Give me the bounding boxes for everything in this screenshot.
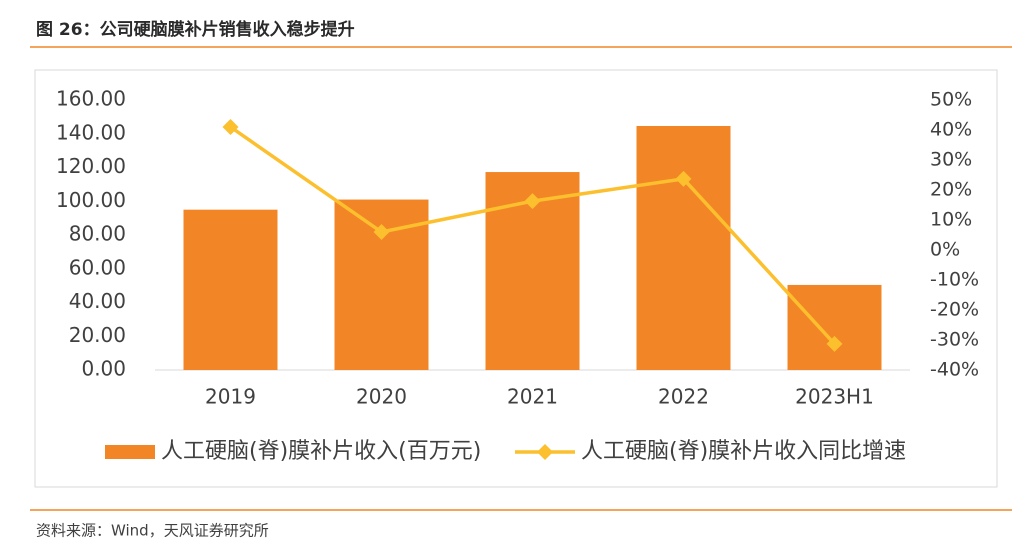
- y2-tick-label: 20%: [930, 179, 972, 201]
- y-tick-label: 120.00: [56, 154, 126, 178]
- y2-tick-label: 50%: [930, 89, 972, 111]
- y-tick-label: 60.00: [69, 255, 126, 279]
- y-tick-label: 40.00: [69, 289, 126, 313]
- line-marker: [675, 170, 692, 187]
- y-tick-label: 140.00: [56, 120, 126, 144]
- chart-title: 图 26：公司硬脑膜补片销售收入稳步提升: [36, 19, 355, 40]
- line-marker: [524, 193, 541, 210]
- y2-tick-label: 10%: [930, 209, 972, 231]
- y-tick-label: 160.00: [56, 87, 126, 111]
- y-tick-label: 20.00: [69, 323, 126, 347]
- y-tick-label: 80.00: [69, 222, 126, 246]
- x-tick-label: 2022: [658, 385, 709, 409]
- legend-swatch: [537, 444, 553, 460]
- y2-tick-label: -10%: [930, 269, 979, 291]
- legend-label: 人工硬脑(脊)膜补片收入同比增速: [581, 439, 906, 464]
- y2-tick-label: 0%: [930, 239, 960, 261]
- y2-tick-label: 40%: [930, 119, 972, 141]
- y-tick-label: 0.00: [81, 357, 126, 381]
- bar: [183, 209, 278, 370]
- y-tick-label: 100.00: [56, 188, 126, 212]
- x-tick-label: 2023H1: [795, 385, 874, 409]
- x-tick-label: 2021: [507, 385, 558, 409]
- bar: [787, 284, 882, 370]
- legend-swatch: [105, 445, 155, 459]
- y2-tick-label: -20%: [930, 299, 979, 321]
- line-marker: [826, 335, 843, 352]
- x-tick-label: 2019: [205, 385, 256, 409]
- source-note: 资料来源：Wind，天风证券研究所: [36, 522, 269, 540]
- legend-label: 人工硬脑(脊)膜补片收入(百万元): [161, 439, 481, 464]
- line-marker: [222, 119, 239, 135]
- x-tick-label: 2020: [356, 385, 407, 409]
- y2-tick-label: -30%: [930, 329, 979, 351]
- chart-frame: [34, 69, 998, 488]
- y2-tick-label: 30%: [930, 149, 972, 171]
- y2-tick-label: -40%: [930, 359, 979, 381]
- line-marker: [373, 224, 390, 240]
- bar: [636, 125, 731, 370]
